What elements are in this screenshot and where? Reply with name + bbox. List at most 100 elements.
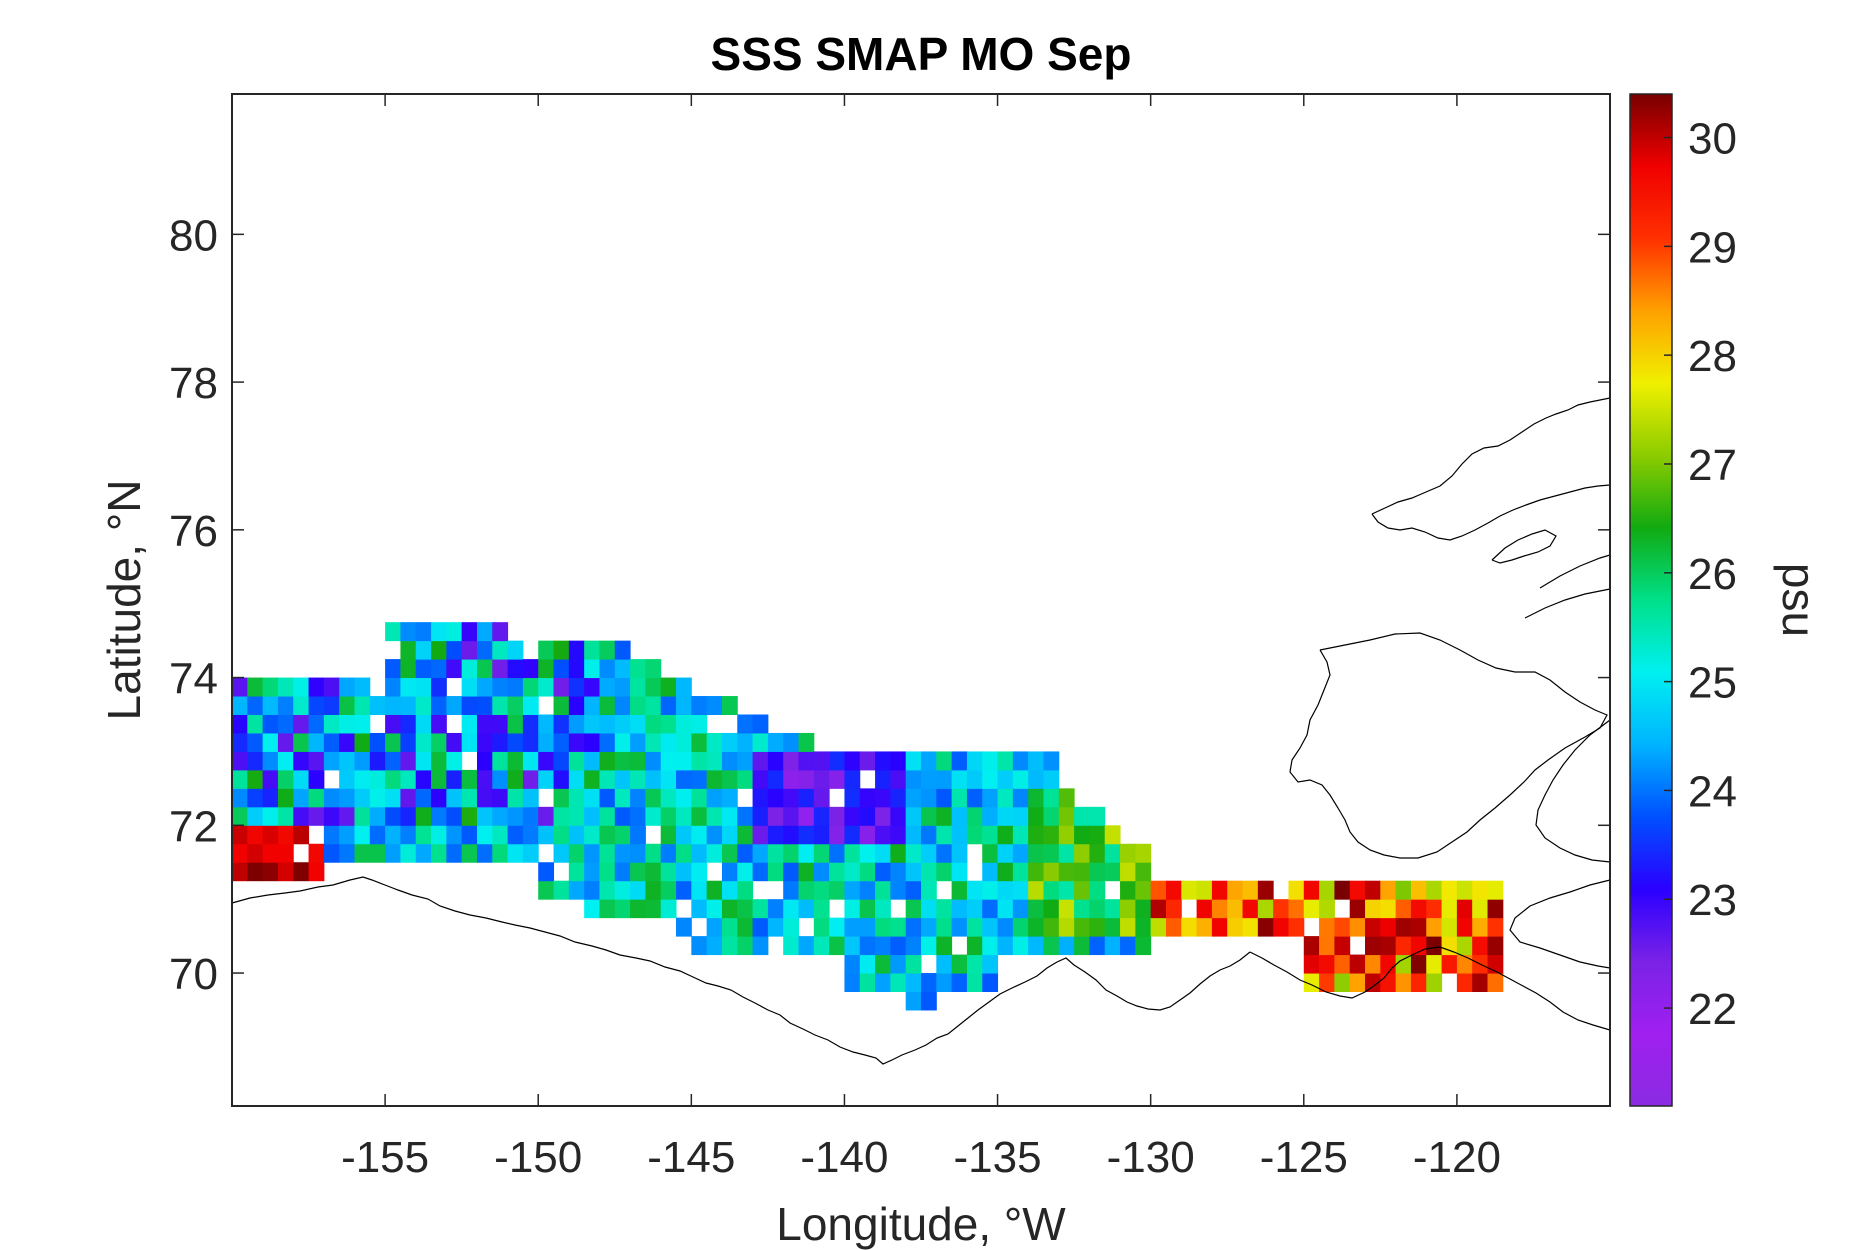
salinity-cell (584, 714, 600, 734)
island-outline-b (1539, 554, 1611, 589)
salinity-cell (844, 788, 861, 808)
salinity-cell (1426, 936, 1443, 956)
salinity-cell (385, 806, 401, 826)
salinity-cell (1288, 917, 1305, 937)
salinity-cell (997, 880, 1014, 900)
salinity-cell (982, 788, 999, 808)
salinity-cell (339, 732, 355, 752)
salinity-cell (1349, 917, 1366, 937)
salinity-cell (1365, 954, 1381, 974)
salinity-cell (584, 880, 600, 900)
salinity-cell (966, 936, 983, 956)
salinity-cell (354, 677, 371, 697)
salinity-cell (584, 732, 600, 752)
salinity-cell (1104, 825, 1121, 845)
salinity-cell (522, 825, 539, 845)
salinity-cell (400, 696, 417, 715)
salinity-cell (553, 843, 570, 863)
salinity-cell (568, 769, 585, 789)
salinity-cell (706, 825, 723, 845)
salinity-cell (997, 862, 1014, 882)
y-axis-label: Latitude, °N (98, 480, 150, 721)
salinity-cell (1074, 880, 1090, 900)
salinity-cell (875, 954, 891, 974)
salinity-cell (354, 806, 371, 826)
salinity-cell (829, 936, 845, 956)
salinity-cell (921, 788, 937, 808)
salinity-cell (905, 751, 922, 771)
salinity-cell (1074, 806, 1090, 826)
salinity-cell (982, 769, 999, 789)
salinity-cell (553, 806, 570, 826)
salinity-cell (660, 677, 677, 697)
salinity-cell (277, 714, 294, 734)
salinity-cell (1395, 880, 1412, 900)
salinity-cell (1472, 917, 1489, 937)
salinity-cell (339, 806, 355, 826)
salinity-cell (369, 788, 386, 808)
salinity-cell (813, 751, 830, 771)
salinity-cell (614, 714, 631, 734)
salinity-cell (676, 769, 692, 789)
salinity-cell (308, 806, 325, 826)
salinity-cell (767, 751, 784, 771)
salinity-cell (721, 732, 738, 752)
salinity-cell (293, 769, 310, 789)
salinity-cell (599, 714, 616, 734)
salinity-cell (798, 936, 815, 956)
salinity-cell (951, 825, 968, 845)
salinity-cell (905, 880, 922, 900)
salinity-cell (1165, 880, 1182, 900)
salinity-cell (966, 973, 983, 993)
salinity-cell (921, 936, 937, 956)
salinity-cell (538, 862, 555, 882)
salinity-cell (431, 843, 447, 863)
salinity-cell (1410, 899, 1427, 919)
salinity-cell (492, 677, 509, 697)
salinity-cell (966, 899, 983, 919)
salinity-cell (706, 732, 723, 752)
salinity-cell (936, 936, 953, 956)
salinity-cell (783, 806, 800, 826)
salinity-cell (385, 788, 401, 808)
y-axis-ticks: 70 72 74 76 78 80 (169, 211, 1610, 999)
salinity-cell (706, 769, 723, 789)
salinity-cell (936, 751, 953, 771)
salinity-cell (829, 880, 845, 900)
salinity-cell (905, 917, 922, 937)
salinity-cell (599, 843, 616, 863)
salinity-cell (507, 751, 524, 771)
salinity-cell (691, 862, 708, 882)
salinity-cell (1043, 769, 1060, 789)
x-tick-label: -145 (647, 1133, 735, 1182)
salinity-cell (568, 751, 585, 771)
salinity-cell (431, 696, 447, 715)
salinity-cell (232, 751, 248, 771)
salinity-cell (829, 769, 845, 789)
salinity-cell (813, 769, 830, 789)
salinity-cell (584, 788, 600, 808)
salinity-cell (1074, 917, 1090, 937)
salinity-cell (293, 696, 310, 715)
salinity-cell (829, 806, 845, 826)
salinity-cell (783, 880, 800, 900)
salinity-cell (369, 769, 386, 789)
salinity-cell (921, 917, 937, 937)
salinity-cell (415, 843, 432, 863)
salinity-cell (737, 899, 754, 919)
salinity-cell (966, 769, 983, 789)
salinity-cell (875, 825, 891, 845)
salinity-cell (492, 732, 509, 752)
salinity-cell (921, 751, 937, 771)
salinity-cell (262, 806, 279, 826)
salinity-cell (1074, 936, 1090, 956)
salinity-cell (614, 769, 631, 789)
salinity-cell (660, 732, 677, 752)
salinity-cell (584, 659, 600, 679)
salinity-cell (1395, 954, 1412, 974)
salinity-cell (798, 880, 815, 900)
salinity-cell (1380, 917, 1397, 937)
salinity-cell (354, 825, 371, 845)
salinity-cell (1257, 917, 1274, 937)
